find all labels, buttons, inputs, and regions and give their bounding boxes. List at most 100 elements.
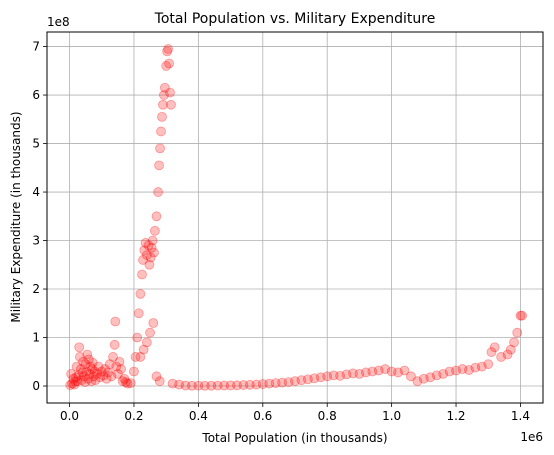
- scatter-point: [154, 160, 164, 171]
- y-axis-offset-label: 1e8: [47, 15, 70, 29]
- scatter-point: [147, 235, 158, 246]
- scatter-point: [496, 352, 507, 362]
- scatter-point: [309, 373, 320, 384]
- scatter-point: [92, 369, 102, 379]
- scatter-point: [80, 377, 90, 388]
- scatter-point: [486, 347, 497, 357]
- y-tick-label: 2: [32, 282, 40, 296]
- scatter-point: [117, 376, 128, 387]
- scatter-point: [88, 371, 99, 382]
- scatter-point: [139, 245, 150, 256]
- scatter-point: [438, 369, 449, 379]
- scatter-point: [159, 90, 169, 100]
- scatter-point: [373, 365, 384, 376]
- scatter-point: [69, 379, 80, 390]
- scatter-point: [444, 366, 455, 377]
- scatter-point: [457, 364, 468, 374]
- scatter-point: [187, 380, 197, 391]
- scatter-point: [98, 370, 109, 381]
- scatter-point: [483, 359, 494, 370]
- scatter-point: [302, 374, 313, 385]
- scatter-point: [71, 372, 81, 383]
- scatter-point: [90, 375, 101, 386]
- scatter-point: [232, 380, 242, 391]
- scatter-point: [89, 366, 100, 377]
- scatter-point: [225, 380, 236, 391]
- scatter-point: [502, 349, 513, 360]
- scatter-point: [517, 310, 527, 321]
- scatter-point: [399, 365, 410, 376]
- scatter-point: [167, 378, 178, 389]
- scatter-point: [119, 373, 130, 384]
- scatter-point: [145, 252, 156, 263]
- y-tick-label: 5: [32, 137, 40, 151]
- scatter-point: [315, 372, 326, 383]
- scatter-point: [158, 99, 168, 110]
- scatter-point: [140, 238, 151, 248]
- y-tick-label: 6: [32, 88, 40, 102]
- scatter-point: [82, 349, 93, 360]
- scatter-point: [138, 344, 149, 355]
- scatter-point: [80, 359, 91, 370]
- scatter-point: [77, 367, 88, 378]
- scatter-point: [141, 337, 152, 348]
- x-tick-label: 1.0: [382, 409, 401, 423]
- x-tick-label: 1.2: [446, 409, 465, 423]
- scatter-point: [418, 373, 429, 384]
- scatter-point: [146, 242, 157, 253]
- y-axis-ticks: 0 1 2 3 4 5 6 7: [32, 40, 47, 393]
- scatter-point: [130, 352, 141, 362]
- scatter-point: [354, 369, 365, 379]
- x-tick-label: 0.0: [60, 409, 79, 423]
- y-axis-label: Military Expenditure (in thousands): [9, 111, 23, 322]
- scatter-point: [156, 126, 166, 137]
- scatter-point: [270, 378, 281, 389]
- scatter-point: [470, 362, 481, 373]
- scatter-point: [149, 225, 160, 236]
- scatter-point: [193, 380, 204, 391]
- scatter-point: [367, 366, 378, 377]
- scatter-point: [212, 380, 223, 391]
- scatter-point: [100, 364, 110, 374]
- x-axis-ticks: 0.0 0.2 0.4 0.6 0.8 1.0 1.2 1.4: [60, 403, 530, 423]
- scatter-point: [360, 367, 371, 378]
- scatter-point: [129, 366, 139, 377]
- scatter-point: [151, 371, 162, 382]
- scatter-point: [122, 378, 133, 389]
- scatter-point: [109, 339, 120, 350]
- scatter-point: [85, 361, 96, 372]
- scatter-point: [386, 366, 397, 377]
- scatter-point: [464, 365, 474, 375]
- scatter-point: [476, 361, 487, 372]
- scatter-point: [125, 378, 136, 389]
- scatter-point: [322, 371, 333, 382]
- y-tick-label: 1: [32, 331, 40, 345]
- scatter-point: [145, 327, 155, 338]
- scatter-point: [264, 378, 275, 389]
- scatter-point: [74, 342, 85, 353]
- x-tick-label: 0.6: [253, 409, 272, 423]
- x-tick-label: 1.4: [511, 409, 530, 423]
- scatter-point: [290, 376, 300, 387]
- scatter-point: [71, 361, 82, 372]
- x-tick-label: 0.8: [318, 409, 337, 423]
- data-points: [65, 44, 527, 391]
- scatter-point: [66, 369, 77, 379]
- scatter-point: [67, 378, 78, 389]
- scatter-point: [425, 372, 436, 383]
- scatter-point: [108, 352, 118, 362]
- scatter-point: [135, 352, 146, 362]
- x-tick-label: 0.4: [189, 409, 208, 423]
- y-tick-label: 7: [32, 40, 40, 54]
- scatter-point: [148, 318, 159, 328]
- scatter-point: [93, 361, 104, 372]
- scatter-point: [143, 240, 154, 251]
- scatter-point: [72, 376, 83, 387]
- scatter-point: [116, 364, 126, 374]
- scatter-point: [65, 380, 76, 390]
- scatter-point: [114, 356, 125, 367]
- scatter-point: [515, 310, 526, 321]
- scatter-point: [283, 377, 294, 388]
- scatter-point: [112, 369, 123, 379]
